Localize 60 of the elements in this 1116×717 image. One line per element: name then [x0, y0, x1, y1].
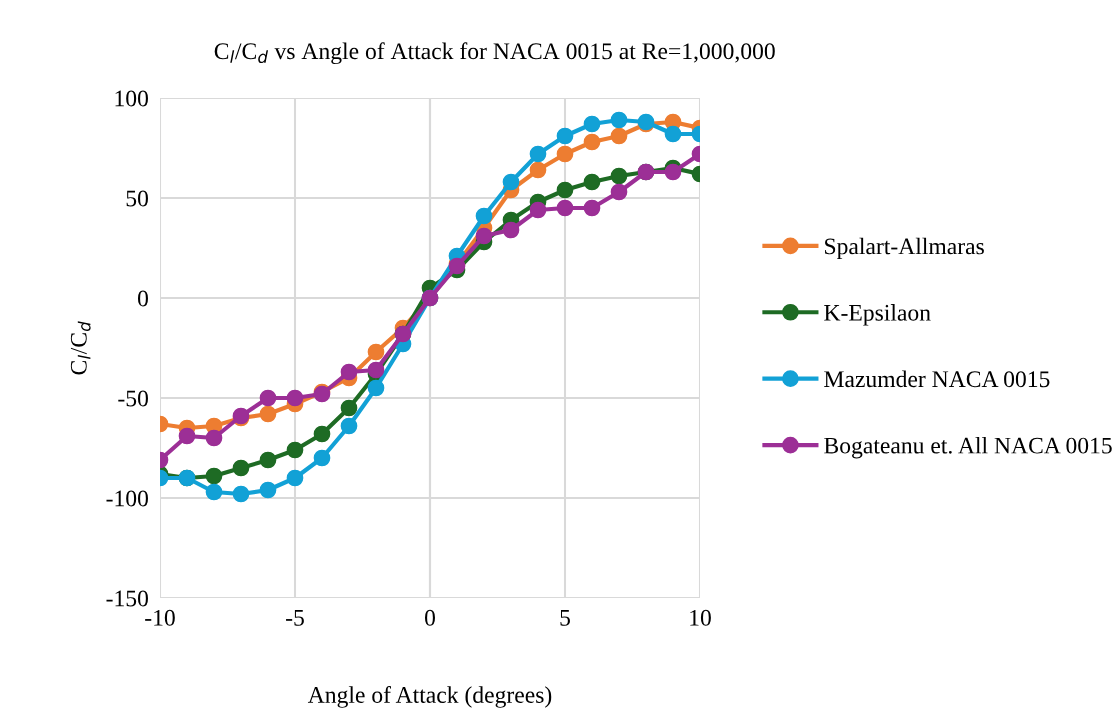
point — [502, 221, 520, 239]
y-tick-label: -100 — [106, 490, 148, 507]
x-axis-title: Angle of Attack (degrees) — [307, 686, 552, 708]
point — [259, 405, 277, 423]
legend-label: Spalart-Allmaras — [825, 237, 984, 260]
x-tick-label: 0 — [425, 609, 435, 626]
point — [232, 485, 250, 503]
point — [583, 173, 601, 191]
point — [232, 459, 250, 477]
point — [286, 389, 304, 407]
point — [367, 361, 385, 379]
point — [340, 417, 358, 435]
y-tick-label: 50 — [126, 190, 148, 207]
y-tick-label: 100 — [115, 90, 148, 107]
point — [583, 199, 601, 217]
point — [556, 127, 574, 145]
point — [610, 167, 628, 185]
point — [340, 399, 358, 417]
point — [610, 183, 628, 201]
point — [367, 343, 385, 361]
point — [583, 133, 601, 151]
point — [556, 181, 574, 199]
point — [313, 449, 331, 467]
point — [664, 163, 682, 181]
point — [286, 469, 304, 487]
point — [502, 173, 520, 191]
point — [205, 483, 223, 501]
point — [259, 451, 277, 469]
point — [529, 145, 547, 163]
point — [556, 145, 574, 163]
point — [313, 425, 331, 443]
x-tick-label: 10 — [690, 609, 711, 626]
point — [556, 199, 574, 217]
chart-title: C$_{l}$/C$_{d}$ vs Angle of Attack for NACA 0015 at Re=1,000,000 — [214, 42, 775, 65]
point — [367, 379, 385, 397]
legend-label: K-Epsilaon — [824, 304, 931, 326]
point — [205, 467, 223, 485]
point — [259, 389, 277, 407]
point — [664, 125, 682, 143]
x-tick-label: 5 — [560, 610, 570, 626]
point — [610, 111, 628, 129]
point — [340, 363, 358, 381]
y-axis-title: C$_{l}$/C$_{d}$ — [70, 321, 91, 375]
point — [610, 127, 628, 145]
legend-label: Mazumder NACA 0015 — [824, 370, 1050, 388]
point — [529, 161, 547, 179]
point — [178, 427, 196, 445]
point — [529, 201, 547, 219]
legend-label: Bogateanu et. All NACA 0015 — [824, 436, 1112, 459]
x-tick-label: -10 — [145, 609, 175, 626]
x-tick-label: -5 — [286, 610, 304, 626]
point — [475, 227, 493, 245]
point — [259, 481, 277, 499]
y-tick-label: 0 — [137, 290, 148, 307]
point — [286, 441, 304, 459]
point — [583, 115, 601, 133]
y-tick-label: -50 — [118, 390, 148, 407]
y-tick-label: -150 — [106, 590, 148, 607]
point — [205, 429, 223, 447]
point — [475, 207, 493, 225]
